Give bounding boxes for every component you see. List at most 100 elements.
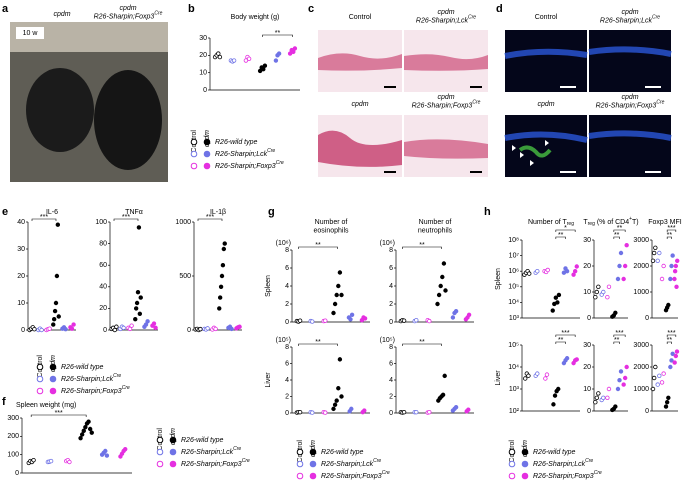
data-point (664, 400, 670, 405)
text-run: cpdm (310, 440, 317, 457)
chart-title: Treg (% of CD4+T) (583, 216, 638, 227)
significance: ** (315, 339, 321, 346)
y-tick-label: 10³ (509, 315, 520, 322)
y-tick-label: 10⁵ (508, 284, 519, 291)
significance-bracket (113, 218, 139, 221)
data-point (661, 371, 666, 376)
image-label: cpdm (437, 9, 454, 16)
data-point (572, 269, 578, 274)
legend-label: R26-wild type (215, 139, 258, 146)
y-tick-label: 2 (285, 301, 289, 308)
data-point (89, 430, 94, 435)
text-run: Cre (113, 373, 121, 379)
panel-letter: f (2, 396, 6, 408)
y-tick-label: 6 (285, 265, 289, 272)
text-run: Cre (652, 15, 660, 21)
legend-marker (190, 162, 198, 170)
data-point (87, 426, 93, 432)
y-tick-label: 8 (389, 344, 393, 351)
data-point (655, 258, 660, 263)
data-point (52, 308, 58, 314)
data-point (564, 356, 570, 361)
y-tick-label: 4 (389, 283, 393, 290)
significance: *** (122, 214, 130, 221)
significance-bracket (666, 229, 677, 232)
mouse (94, 70, 162, 170)
data-point (436, 292, 442, 298)
text-run: Cre (382, 470, 390, 476)
y-tick-label: 10 (583, 386, 591, 393)
data-point (104, 453, 110, 458)
data-point (218, 284, 224, 289)
data-point (659, 276, 665, 282)
data-point (556, 386, 561, 392)
data-point (523, 376, 528, 381)
y-tick-label: 0 (645, 315, 649, 322)
data-point (221, 246, 227, 252)
y-tick-label: 3000 (633, 342, 649, 349)
legend-marker (296, 472, 304, 480)
chart-title: Number of Treg (528, 219, 574, 227)
data-point (237, 324, 242, 329)
y-tick-label: 10⁶ (508, 268, 519, 275)
legend-column: cpdm (310, 440, 317, 457)
data-point (114, 324, 119, 329)
image-label: Control (535, 14, 558, 21)
y-tick-label: 8 (389, 247, 393, 254)
data-point (414, 318, 419, 323)
arrowhead (512, 140, 549, 166)
data-point (337, 270, 343, 275)
data-point (135, 290, 141, 295)
data-point (617, 263, 622, 269)
data-point (606, 386, 612, 392)
row-label: Liver (495, 370, 502, 386)
significance-bracket (31, 218, 57, 221)
text-run: cpdm (50, 355, 57, 372)
fluorescence-image (589, 30, 671, 92)
data-point (213, 326, 218, 332)
data-point (593, 400, 598, 405)
y-tick-label: 1000 (633, 289, 649, 296)
y-tick-label: 500 (179, 273, 191, 280)
data-point (134, 300, 140, 306)
legend-marker (309, 448, 317, 456)
data-point (613, 310, 618, 315)
significance-bracket (666, 341, 672, 344)
y-tick-label: 20 (583, 364, 591, 371)
text-run: cpdm (437, 9, 454, 16)
data-point (605, 395, 610, 400)
legend-marker (203, 162, 211, 170)
data-point (673, 263, 679, 269)
data-point (618, 369, 624, 374)
y-tick-label: 10² (509, 408, 520, 415)
mouse (26, 68, 94, 152)
age-box (16, 27, 44, 39)
text-run: Cre (468, 15, 476, 21)
data-point (615, 386, 621, 392)
data-point (545, 267, 550, 273)
legend-label: R26-Sharpin;LckCre (215, 148, 275, 158)
significance-bracket (402, 343, 442, 346)
y-tick-label: 0 (645, 408, 649, 415)
data-point (138, 295, 143, 300)
y-tick-label: 20 (583, 263, 591, 270)
data-point (217, 295, 223, 300)
y-tick-label: 0 (21, 327, 25, 334)
data-point (54, 273, 60, 279)
y-tick-label: 10⁴ (508, 364, 519, 371)
data-point (615, 276, 621, 282)
chart-title: eosinophils (313, 227, 349, 234)
legend-column: cpdm (204, 130, 211, 147)
image-label: R26-Sharpin;LckCre (416, 15, 476, 25)
data-point (655, 382, 660, 387)
significance-bracket (555, 341, 566, 344)
data-point (47, 326, 52, 331)
significance: ** (614, 337, 620, 344)
text-run: R26-Sharpin;Lck (600, 17, 653, 24)
data-point (555, 300, 560, 305)
y-tick-label: 0 (389, 319, 393, 326)
data-point (276, 51, 282, 56)
significance: *** (667, 330, 675, 337)
y-tick-label: 20 (17, 273, 25, 280)
image-label: cpdm (621, 94, 638, 101)
